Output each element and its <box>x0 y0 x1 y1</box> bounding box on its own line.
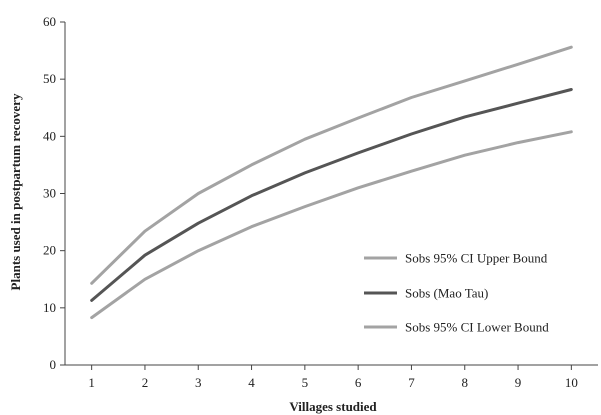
y-tick-label: 40 <box>43 128 56 143</box>
legend: Sobs 95% CI Upper Bound Sobs (Mao Tau) Sob… <box>364 251 549 335</box>
x-axis-title: Villages studied <box>289 399 377 414</box>
legend-label-1: Sobs (Mao Tau) <box>405 286 488 301</box>
y-axis-title: Plants used in postpartum recovery <box>8 93 23 290</box>
y-tick-label: 0 <box>50 357 57 372</box>
y-tick-label: 60 <box>43 14 56 29</box>
y-tick-label: 50 <box>43 71 56 86</box>
y-tick-label: 30 <box>43 186 56 201</box>
series-line-2 <box>90 130 573 320</box>
y-tick-label: 20 <box>43 243 56 258</box>
series-line-0 <box>90 45 573 285</box>
ticks: 0 10 20 30 40 50 60 1 2 3 4 5 6 7 8 9 10 <box>43 14 578 390</box>
x-tick-label: 4 <box>248 375 255 390</box>
x-tick-label: 6 <box>355 375 362 390</box>
legend-label-2: Sobs 95% CI Lower Bound <box>405 320 549 335</box>
series-line-1 <box>90 88 573 302</box>
y-tick-label: 10 <box>43 300 56 315</box>
x-tick-label: 1 <box>88 375 95 390</box>
x-tick-label: 5 <box>302 375 309 390</box>
x-tick-label: 3 <box>195 375 202 390</box>
series-lines <box>90 45 573 320</box>
x-tick-label: 2 <box>142 375 149 390</box>
x-tick-label: 7 <box>408 375 415 390</box>
x-tick-label: 10 <box>565 375 578 390</box>
x-tick-label: 9 <box>515 375 522 390</box>
axes <box>64 22 598 366</box>
legend-label-0: Sobs 95% CI Upper Bound <box>405 251 548 266</box>
x-tick-label: 8 <box>462 375 469 390</box>
